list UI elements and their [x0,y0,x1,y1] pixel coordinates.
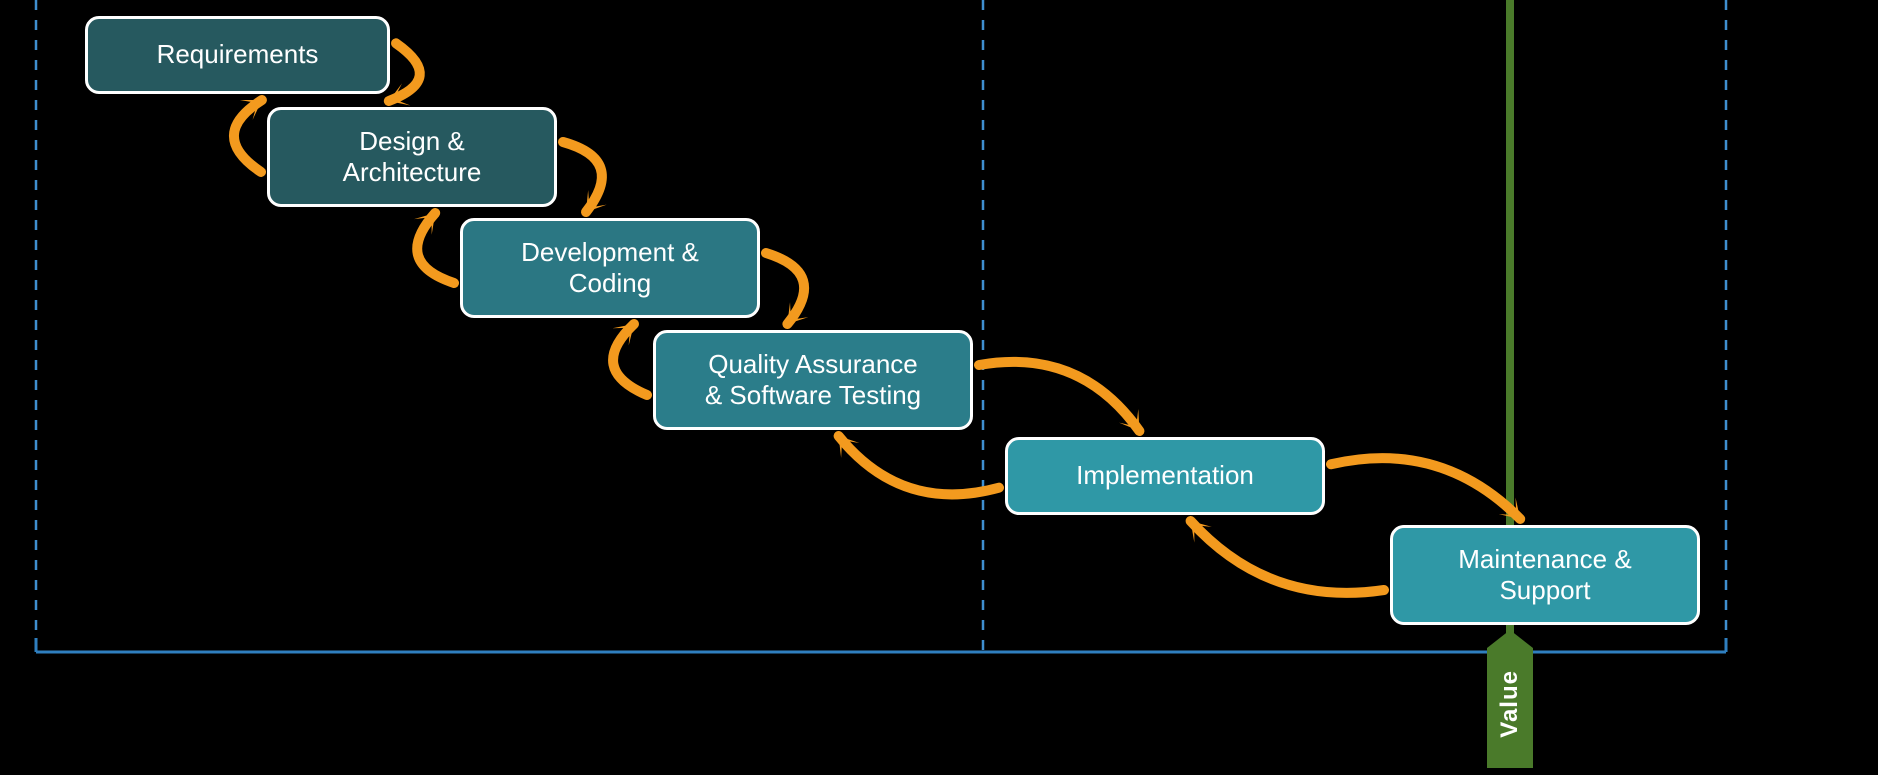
flow-node-label: Requirements [157,39,319,70]
flow-node-label: Implementation [1076,460,1254,491]
flow-node: Implementation [1005,437,1325,515]
value-flag-label: Value [1490,648,1530,752]
diagram-stage: Requirements Design &Architecture Developm… [0,0,1878,775]
flow-node-label: Development &Coding [521,237,699,299]
flow-node: Design &Architecture [267,107,557,207]
flow-node: Maintenance &Support [1390,525,1700,625]
flow-node: Quality Assurance& Software Testing [653,330,973,430]
value-flag: Value [1487,648,1533,768]
flow-node-label: Design &Architecture [343,126,482,188]
flow-node-label: Quality Assurance& Software Testing [705,349,921,411]
flow-node: Requirements [85,16,390,94]
flow-node: Development &Coding [460,218,760,318]
flow-node-label: Maintenance &Support [1458,544,1631,606]
